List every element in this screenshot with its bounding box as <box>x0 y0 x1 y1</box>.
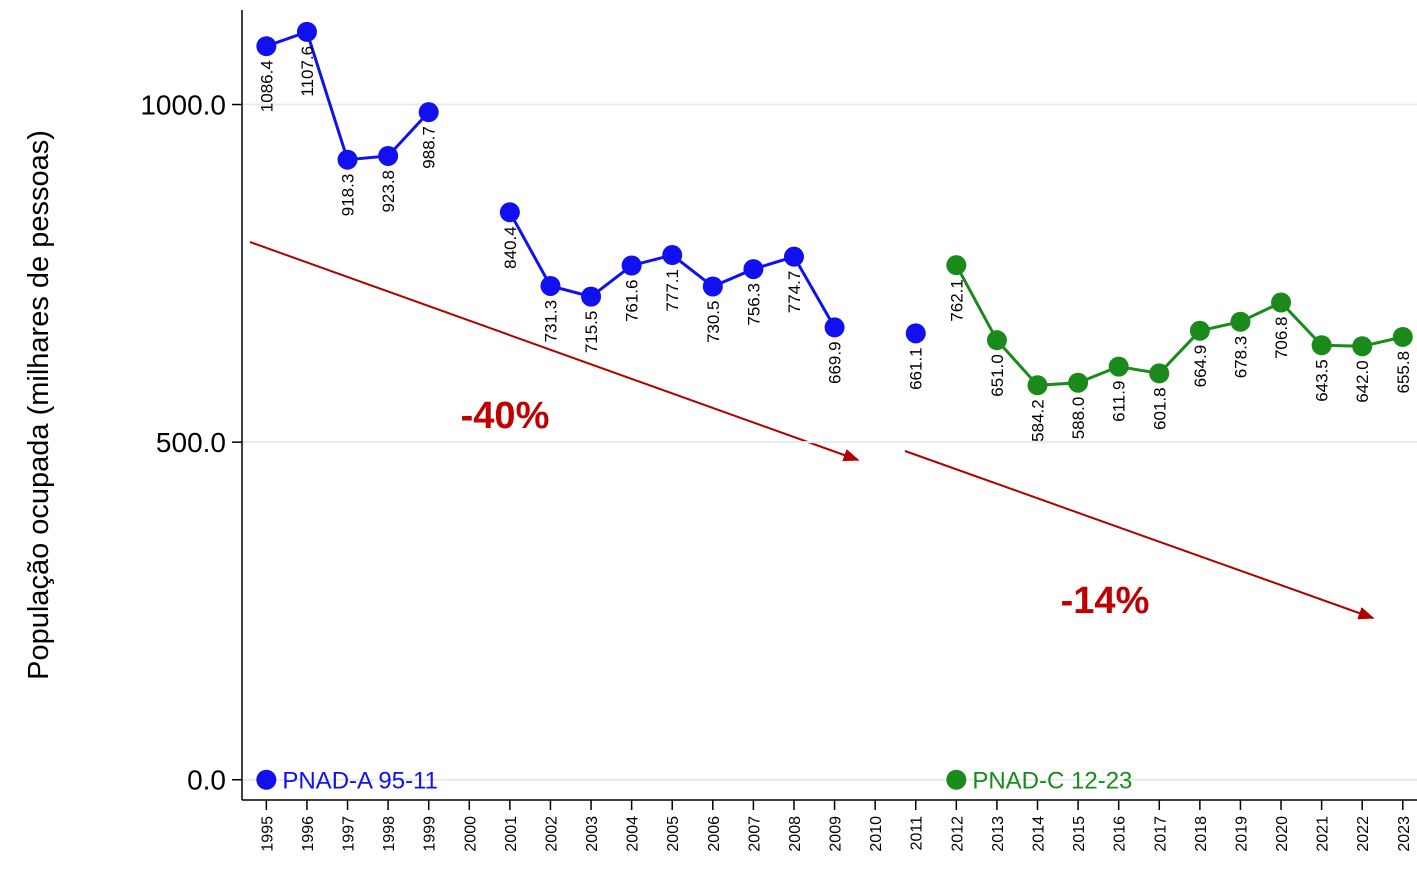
data-point <box>1068 372 1089 393</box>
data-point <box>418 102 439 123</box>
data-label: 588.0 <box>1069 397 1088 440</box>
x-tick-label: 2010 <box>868 816 885 852</box>
x-tick-label: 2005 <box>665 816 682 852</box>
x-tick-label: 2018 <box>1193 816 1210 852</box>
data-label: 774.7 <box>785 271 804 314</box>
data-point <box>1027 375 1048 396</box>
legend-marker <box>256 769 277 790</box>
data-point <box>905 323 926 344</box>
legend-label: PNAD-C 12-23 <box>972 768 1132 795</box>
data-label: 642.0 <box>1353 360 1372 403</box>
data-label: 664.9 <box>1191 345 1210 388</box>
x-tick-label: 1995 <box>259 816 276 852</box>
x-tick-label: 2007 <box>746 816 763 852</box>
x-tick-label: 1998 <box>381 816 398 852</box>
x-tick-label: 2017 <box>1152 816 1169 852</box>
x-tick-label: 1996 <box>300 816 317 852</box>
x-tick-label: 1997 <box>341 816 358 852</box>
trend-arrow <box>904 450 1375 620</box>
annotation: -14% <box>1061 580 1150 622</box>
data-point <box>337 149 358 170</box>
x-tick-label: 1999 <box>422 816 439 852</box>
data-point <box>783 246 804 267</box>
data-point <box>378 145 399 166</box>
data-label: 923.8 <box>379 170 398 213</box>
data-label: 761.6 <box>623 280 642 323</box>
y-axis-title: População ocupada (milhares de pessoas) <box>23 130 55 680</box>
x-tick-label: 2023 <box>1396 816 1413 852</box>
data-label: 715.5 <box>582 311 601 354</box>
x-tick-label: 2011 <box>909 816 926 851</box>
data-point <box>296 21 317 42</box>
data-label: 643.5 <box>1313 359 1332 402</box>
y-tick-label: 500.0 <box>156 427 226 458</box>
x-tick-label: 2016 <box>1112 816 1129 852</box>
data-point <box>621 255 642 276</box>
x-tick-label: 2000 <box>462 816 479 852</box>
x-tick-label: 2008 <box>787 816 804 852</box>
x-tick-label: 2006 <box>706 816 723 852</box>
data-label: 1086.4 <box>257 60 276 112</box>
annotation: -40% <box>461 395 550 437</box>
data-label: 611.9 <box>1110 381 1129 422</box>
x-tick-label: 2001 <box>503 816 520 852</box>
data-point <box>662 245 683 266</box>
data-point <box>540 275 561 296</box>
data-point <box>986 330 1007 351</box>
x-tick-label: 2020 <box>1274 816 1291 852</box>
data-label: 730.5 <box>704 301 723 344</box>
data-label: 584.2 <box>1029 399 1048 442</box>
legend-label: PNAD-A 95-11 <box>282 768 438 795</box>
x-tick-label: 2009 <box>828 816 845 852</box>
data-label: 1107.6 <box>298 46 317 97</box>
data-label: 918.3 <box>339 174 358 217</box>
legend-marker <box>946 769 967 790</box>
x-tick-label: 2002 <box>543 816 560 852</box>
data-label: 601.8 <box>1150 387 1169 430</box>
data-point <box>1311 335 1332 356</box>
data-point <box>1230 311 1251 332</box>
data-label: 988.7 <box>420 126 439 169</box>
data-label: 651.0 <box>988 354 1007 397</box>
data-point <box>1352 336 1373 357</box>
data-label: 661.1 <box>907 347 926 390</box>
data-point <box>743 259 764 280</box>
data-point <box>256 36 277 57</box>
data-point <box>1189 320 1210 341</box>
data-point <box>946 255 967 276</box>
data-point <box>824 317 845 338</box>
data-point <box>1392 326 1413 347</box>
data-label: 840.4 <box>501 226 520 269</box>
y-tick-label: 1000.0 <box>140 90 226 121</box>
series-line <box>955 264 1404 387</box>
data-label: 731.3 <box>541 300 560 343</box>
data-point <box>499 202 520 223</box>
x-tick-label: 2004 <box>625 816 642 852</box>
x-tick-label: 2014 <box>1031 816 1048 852</box>
data-label: 706.8 <box>1272 317 1291 360</box>
data-label: 777.1 <box>663 269 682 312</box>
x-tick-label: 2013 <box>990 816 1007 852</box>
x-tick-label: 2015 <box>1071 816 1088 852</box>
data-label: 655.8 <box>1394 351 1413 394</box>
series-line <box>265 29 430 162</box>
data-point <box>1271 292 1292 313</box>
data-point <box>581 286 602 307</box>
y-tick-label: 0.0 <box>187 765 226 796</box>
trend-arrow <box>249 241 860 462</box>
x-tick-label: 2022 <box>1355 816 1372 852</box>
x-tick-label: 2003 <box>584 816 601 852</box>
data-label: 762.1 <box>947 279 966 322</box>
data-point <box>1108 356 1129 377</box>
x-tick-label: 2012 <box>949 816 966 852</box>
x-tick-label: 2021 <box>1315 816 1332 852</box>
data-label: 678.3 <box>1231 336 1250 379</box>
data-point <box>702 276 723 297</box>
x-tick-label: 2019 <box>1233 816 1250 852</box>
data-point <box>1149 363 1170 384</box>
data-label: 756.3 <box>744 283 763 326</box>
data-label: 669.9 <box>826 341 845 384</box>
